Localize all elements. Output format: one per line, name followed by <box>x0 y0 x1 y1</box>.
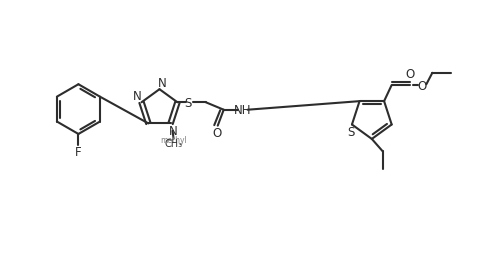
Text: NH: NH <box>234 104 251 117</box>
Text: S: S <box>185 96 192 109</box>
Text: CH₃: CH₃ <box>165 139 183 149</box>
Text: S: S <box>347 125 354 138</box>
Text: N: N <box>158 77 167 90</box>
Text: O: O <box>406 68 415 81</box>
Text: O: O <box>418 80 427 92</box>
Text: N: N <box>133 90 142 103</box>
Text: methyl: methyl <box>160 136 187 145</box>
Text: F: F <box>75 145 82 158</box>
Text: N: N <box>169 124 178 137</box>
Text: O: O <box>213 126 222 139</box>
